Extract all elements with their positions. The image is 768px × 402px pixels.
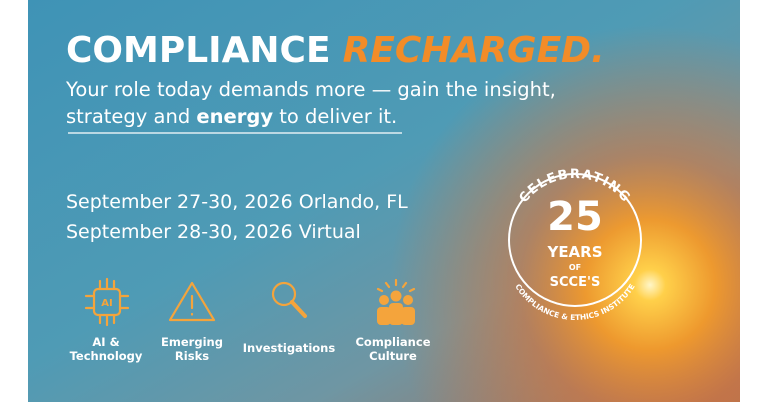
search-icon — [271, 281, 307, 318]
badge-of: OF — [569, 263, 581, 272]
sunset — [28, 0, 740, 402]
subhead-text: strategy and — [66, 105, 196, 128]
badge-number: 25 — [547, 194, 603, 240]
topic-label: Technology — [70, 349, 143, 363]
headline-main: COMPLIANCE — [66, 30, 331, 71]
svg-text:AI: AI — [101, 298, 112, 309]
culture-icon — [376, 278, 416, 325]
warning-icon — [168, 281, 216, 322]
badge-years: YEARS — [546, 243, 602, 261]
ai-icon: AI — [84, 277, 130, 327]
headline: COMPLIANCE RECHARGED. — [66, 30, 605, 71]
topic-label: Emerging — [161, 335, 223, 349]
subhead-text: to deliver it. — [273, 105, 397, 128]
date: September 28-30, 2026 Virtual — [66, 221, 361, 243]
badge-ring — [508, 173, 642, 307]
topic-label: AI & — [92, 335, 119, 349]
subhead-line: strategy and energy to deliver it. — [66, 105, 397, 128]
headline-accent: RECHARGED. — [343, 30, 605, 71]
topic-label: Culture — [369, 349, 417, 363]
topic-label: Investigations — [243, 341, 336, 355]
topic-label: Compliance — [355, 335, 430, 349]
date: September 27-30, 2026 Orlando, FL — [66, 191, 408, 213]
badge-org: SCCE'S — [550, 275, 601, 290]
subhead-line: Your role today demands more — gain the … — [65, 78, 556, 101]
topic-label: Risks — [175, 349, 209, 363]
subhead-bold: energy — [196, 105, 273, 128]
